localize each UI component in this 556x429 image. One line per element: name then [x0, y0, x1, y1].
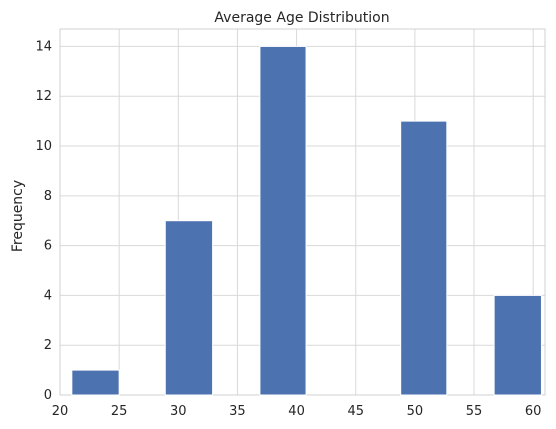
x-tick-label: 55: [466, 404, 483, 419]
x-tick-label: 35: [229, 404, 246, 419]
y-axis-label: Frequency: [10, 180, 26, 252]
y-tick-label: 4: [44, 288, 52, 303]
y-tick-label: 12: [35, 89, 52, 104]
y-tick-label: 10: [35, 139, 52, 154]
y-tick-label: 14: [35, 39, 52, 54]
x-tick-label: 50: [407, 404, 424, 419]
x-tick-label: 60: [525, 404, 542, 419]
y-tick-label: 2: [44, 338, 52, 353]
y-axis-ticks: 0 2 4 6 8 10 12 14: [35, 39, 52, 403]
x-axis-ticks: 20 25 30 35 40 45 50 55 60: [52, 404, 542, 419]
y-tick-label: 0: [44, 388, 52, 403]
histogram-bar: [400, 120, 448, 396]
x-tick-label: 20: [52, 404, 69, 419]
x-tick-label: 30: [170, 404, 187, 419]
histogram-bar: [71, 369, 120, 396]
histogram-bar: [259, 45, 307, 396]
histogram-bar: [164, 220, 214, 396]
histogram-bar: [493, 294, 542, 396]
y-tick-label: 6: [44, 239, 52, 254]
y-tick-label: 8: [44, 189, 52, 204]
x-tick-label: 25: [111, 404, 128, 419]
bars: [71, 45, 542, 396]
x-tick-label: 45: [347, 404, 364, 419]
x-tick-label: 40: [288, 404, 305, 419]
chart-title: Average Age Distribution: [214, 10, 389, 26]
